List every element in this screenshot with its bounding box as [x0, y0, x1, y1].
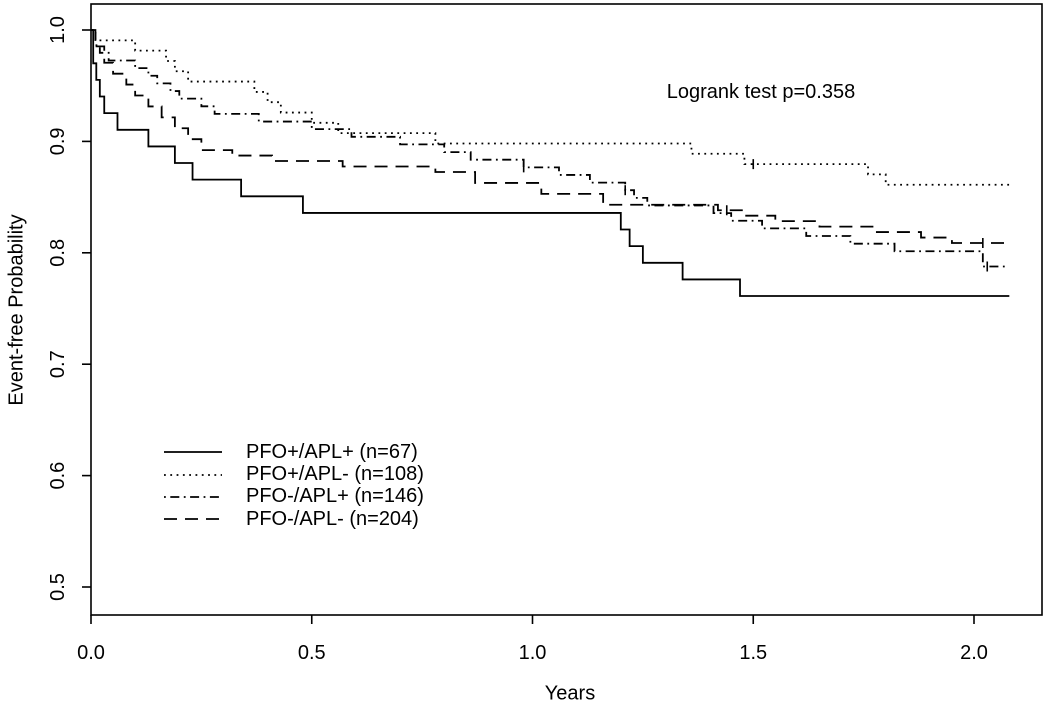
- legend-label: PFO+/APL+ (n=67): [246, 440, 418, 463]
- y-axis-title: Event-free Probability: [5, 214, 28, 406]
- curve-pfo-pos-apl-pos: [91, 29, 1010, 297]
- x-axis-title: Years: [544, 682, 596, 705]
- legend-line-solid-icon: [164, 451, 222, 454]
- y-tick-label: 1.0: [47, 16, 69, 44]
- y-tick-label: 0.5: [47, 573, 69, 601]
- x-tick-label: 0.5: [298, 642, 326, 664]
- y-tick-label: 0.8: [47, 239, 69, 267]
- legend-label: PFO+/APL- (n=108): [246, 463, 424, 486]
- legend-item-pfo-pos-apl-pos: PFO+/APL+ (n=67): [163, 441, 424, 463]
- curve-pfo-neg-apl-neg: [91, 29, 1012, 244]
- legend-line-longdash-icon: [164, 518, 222, 521]
- legend-item-pfo-pos-apl-neg: PFO+/APL- (n=108): [163, 463, 424, 485]
- y-tick-label: 0.9: [47, 127, 69, 155]
- curve-pfo-pos-apl-neg: [91, 29, 1012, 186]
- legend-item-pfo-neg-apl-pos: PFO-/APL+ (n=146): [163, 485, 424, 508]
- plot-border: [90, 3, 1043, 616]
- x-tick-label: 2.0: [960, 642, 988, 664]
- curve-pfo-neg-apl-pos: [91, 29, 1008, 268]
- logrank-annotation: Logrank test p=0.358: [666, 81, 856, 103]
- legend: PFO+/APL+ (n=67) PFO+/APL- (n=108) PFO-/…: [163, 441, 424, 531]
- legend-label: PFO-/APL+ (n=146): [246, 485, 424, 508]
- y-tick-label: 0.6: [47, 462, 69, 490]
- x-tick-label: 1.5: [739, 642, 767, 664]
- y-tick-label: 0.7: [47, 350, 69, 378]
- x-tick-label: 1.0: [519, 642, 547, 664]
- legend-line-dashdot-icon: [164, 496, 222, 498]
- legend-item-pfo-neg-apl-neg: PFO-/APL- (n=204): [163, 508, 424, 530]
- x-tick-label: 0.0: [77, 642, 105, 664]
- legend-line-dotted-icon: [164, 473, 222, 476]
- legend-label: PFO-/APL- (n=204): [246, 507, 419, 530]
